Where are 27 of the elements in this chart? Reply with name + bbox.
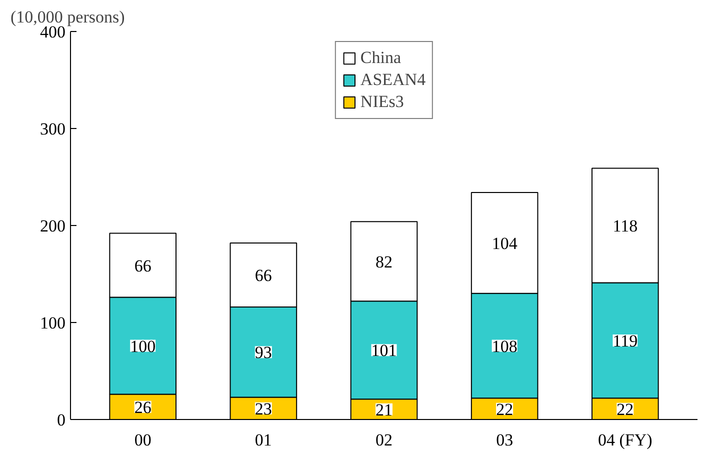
data-label: 119 <box>612 331 638 350</box>
data-label: 26 <box>134 398 152 417</box>
x-tick-label: 01 <box>254 430 272 450</box>
x-tick-label: 03 <box>496 430 514 450</box>
data-label: 82 <box>376 252 392 272</box>
data-label: 104 <box>492 234 518 253</box>
legend-label: ASEAN4 <box>360 70 426 90</box>
legend-label: NIEs3 <box>360 92 404 112</box>
data-label: 101 <box>371 341 397 360</box>
x-tick-label: 02 <box>376 430 392 450</box>
data-label: 93 <box>254 343 272 362</box>
legend-label: China <box>360 48 402 68</box>
data-label: 118 <box>612 216 638 236</box>
data-label: 22 <box>616 400 634 419</box>
data-label: 100 <box>130 336 156 356</box>
x-tick-label: 04 (FY) <box>598 430 652 450</box>
y-tick-label: 0 <box>57 410 66 430</box>
y-tick-label: 200 <box>40 216 66 236</box>
data-label: 66 <box>134 256 152 276</box>
data-label: 108 <box>492 336 518 356</box>
data-label: 66 <box>254 266 272 285</box>
y-tick-label: 300 <box>40 120 66 138</box>
data-label: 21 <box>376 400 392 420</box>
y-tick-label: 100 <box>40 314 66 332</box>
data-label: 23 <box>254 399 272 418</box>
x-tick-label: 00 <box>134 430 152 450</box>
data-label: 22 <box>496 400 514 419</box>
